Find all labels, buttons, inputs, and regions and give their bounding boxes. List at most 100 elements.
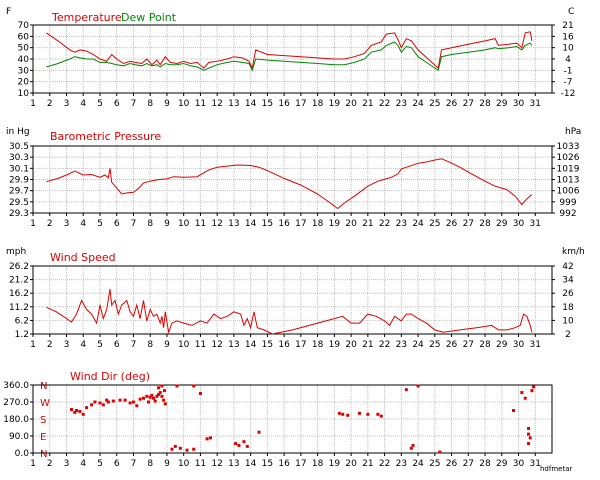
x-tick-label: 10 <box>178 99 190 109</box>
wind-dir-title: Wind Dir (deg) <box>70 370 150 383</box>
x-tick-label: 25 <box>429 219 440 229</box>
y-tick-label-right: 1026 <box>557 153 580 163</box>
y-tick-label-right: 34 <box>562 276 574 286</box>
wind-dir-point <box>208 436 212 440</box>
wind-dir-point <box>520 391 524 395</box>
wind-speed-line <box>46 289 533 335</box>
compass-label: E <box>40 432 46 443</box>
wind-dir-point <box>409 446 413 450</box>
wind-dir-point <box>341 412 345 416</box>
x-tick-label: 19 <box>329 459 341 469</box>
y-tick-label-right: 1006 <box>557 187 580 197</box>
y-tick-label-right: 4 <box>565 55 571 65</box>
wind-dir-point <box>141 396 145 400</box>
x-tick-label: 24 <box>412 219 424 229</box>
wind-dir-point <box>150 393 154 397</box>
temperature-title: Temperature <box>51 11 122 24</box>
y-tick-label-left: 20 <box>18 78 30 88</box>
y-tick-label-right: 16 <box>562 32 574 42</box>
x-tick-label: 6 <box>114 340 120 350</box>
x-tick-label: 11 <box>195 219 206 229</box>
y-tick-label-left: 11.2 <box>9 303 29 313</box>
source-footer: hdfmetar <box>540 465 573 473</box>
wind-dir-point <box>153 399 157 403</box>
wind-dir-point <box>527 442 531 446</box>
x-tick-label: 1 <box>30 340 36 350</box>
x-tick-label: 3 <box>64 99 70 109</box>
x-tick-label: 18 <box>312 459 324 469</box>
x-tick-label: 4 <box>80 99 86 109</box>
x-tick-label: 19 <box>329 99 341 109</box>
wind-dir-point <box>170 447 174 451</box>
y-tick-label-left: 0.0 <box>15 449 30 459</box>
x-tick-label: 8 <box>147 340 153 350</box>
pressure-panel: in Hg hPa Barometric Pressure 30.5 1033 30… <box>6 127 581 229</box>
x-tick-label: 5 <box>97 99 103 109</box>
x-tick-label: 31 <box>530 219 541 229</box>
wind-dir-point <box>527 432 531 436</box>
x-tick-label: 17 <box>295 99 306 109</box>
wind-dir-point <box>101 403 105 407</box>
x-tick-label: 17 <box>295 459 306 469</box>
x-tick-label: 7 <box>131 340 137 350</box>
x-tick-label: 5 <box>97 459 103 469</box>
x-tick-label: 21 <box>362 459 373 469</box>
wind-speed-title: Wind Speed <box>50 251 116 264</box>
x-tick-label: 27 <box>463 459 474 469</box>
wind-dir-point <box>192 447 196 451</box>
wind-dir-point <box>357 411 361 415</box>
x-tick-label: 14 <box>245 340 257 350</box>
y-tick-label-right: 21 <box>562 21 573 31</box>
x-tick-label: 9 <box>164 99 170 109</box>
x-tick-label: 28 <box>479 99 491 109</box>
x-tick-label: 2 <box>47 459 53 469</box>
wind-dir-point <box>118 398 122 402</box>
wind-dir-point <box>81 412 85 416</box>
y-tick-label-left: 70 <box>18 21 30 31</box>
y-tick-label-left: 60 <box>18 32 30 42</box>
x-tick-label: 29 <box>496 99 508 109</box>
wind-dir-point <box>145 394 149 398</box>
wind-dir-point <box>105 398 109 402</box>
y-tick-label-right: -1 <box>564 66 573 76</box>
wind-dir-point <box>73 410 77 414</box>
x-tick-label: 16 <box>278 459 290 469</box>
wind-dir-point <box>438 450 442 454</box>
wind-dir-point <box>85 406 89 410</box>
temperature-right-unit: C <box>568 7 574 17</box>
wind-dir-point <box>75 409 79 412</box>
dew-point-title: Dew Point <box>121 11 177 24</box>
y-tick-label-right: -12 <box>561 89 576 99</box>
wind-dir-point <box>411 443 415 447</box>
x-tick-label: 15 <box>262 219 273 229</box>
x-tick-label: 7 <box>131 99 137 109</box>
x-tick-label: 1 <box>30 459 36 469</box>
x-tick-label: 13 <box>228 459 239 469</box>
x-tick-label: 4 <box>80 340 86 350</box>
wind-dir-point <box>147 400 151 404</box>
wind-dir-point <box>376 412 380 416</box>
x-tick-label: 18 <box>312 219 324 229</box>
wind-dir-point <box>162 398 166 402</box>
y-tick-label-left: 30.3 <box>9 153 29 163</box>
wind-speed-left-unit: mph <box>6 247 26 257</box>
wind-dir-point <box>123 398 127 402</box>
x-tick-label: 8 <box>147 219 153 229</box>
x-tick-label: 28 <box>479 219 491 229</box>
x-tick-label: 9 <box>164 340 170 350</box>
x-tick-label: 8 <box>147 459 153 469</box>
wind-dir-point <box>160 394 164 398</box>
y-tick-label-left: 29.7 <box>9 187 29 197</box>
wind-dir-point <box>158 391 162 395</box>
x-tick-label: 26 <box>446 340 458 350</box>
x-tick-label: 12 <box>211 99 222 109</box>
x-tick-label: 28 <box>479 340 491 350</box>
x-tick-label: 1 <box>30 219 36 229</box>
y-tick-label-right: 42 <box>562 262 573 272</box>
wind-dir-point <box>70 408 74 412</box>
y-tick-label-left: 40 <box>18 55 30 65</box>
wind-dir-point <box>205 437 209 441</box>
